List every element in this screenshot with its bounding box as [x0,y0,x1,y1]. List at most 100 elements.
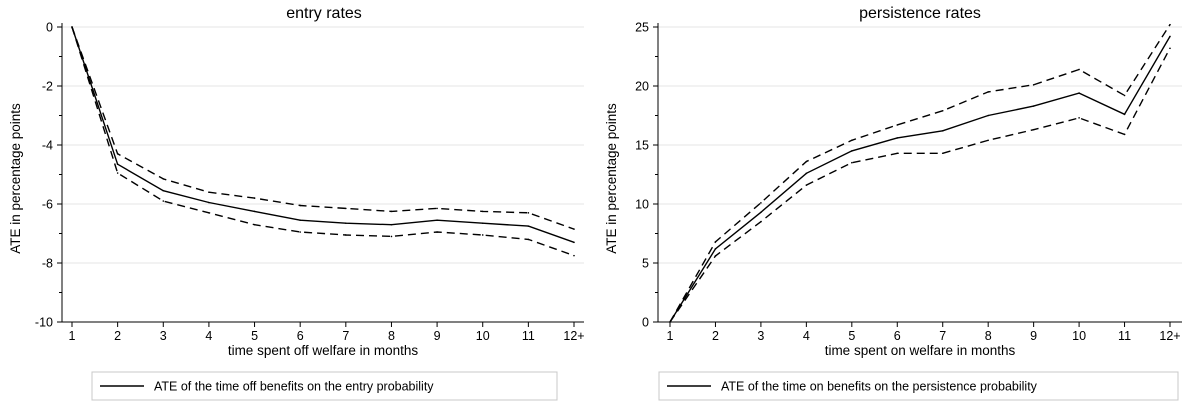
data-point-estimate [714,248,717,250]
data-point-lower-ci [1169,47,1171,50]
data-point-lower-ci [1078,117,1080,119]
data-point-lower-ci [390,235,393,238]
x-tick-label: 12+ [1159,329,1180,343]
data-point-upper-ci [253,197,256,199]
data-point-upper-ci [987,91,989,93]
data-point-lower-ci [162,200,165,202]
data-point-estimate [436,219,438,222]
y-tick-label: 20 [635,80,649,94]
data-point-lower-ci [714,255,717,257]
x-tick-label: 2 [712,329,719,343]
data-point-upper-ci [941,109,944,112]
x-tick-label: 3 [160,329,167,343]
data-point-lower-ci [805,184,808,186]
x-tick-label: 9 [1030,329,1037,343]
data-point-upper-ci [481,210,484,213]
y-tick-label: -10 [35,316,53,330]
series-line-lower-ci [669,47,1171,323]
x-tick-label: 10 [1072,329,1086,343]
data-point-lower-ci [345,234,347,236]
x-tick-label: 7 [342,329,349,343]
data-point-estimate [481,222,484,224]
chart-panel-2: persistence rates 0 5 10 15 20 25 1 2 3 4 5 6 7 8 9 10 11… [604,5,1182,401]
data-point-estimate [1032,105,1035,107]
data-point-upper-ci [527,212,530,214]
data-point-lower-ci [851,161,853,164]
data-point-lower-ci [208,212,210,214]
x-axis-title: time spent on welfare in months [825,343,1016,358]
data-point-lower-ci [299,231,301,233]
data-point-upper-ci [116,153,119,155]
data-point-upper-ci [1078,68,1080,71]
y-tick-label: 15 [635,139,649,153]
data-point-upper-ci [208,191,210,193]
x-tick-label: 10 [476,329,490,343]
data-point-estimate [896,137,899,139]
data-point-estimate [851,150,853,152]
series-line-upper-ci [71,26,575,230]
x-tick-label: 1 [667,329,674,343]
x-tick-label: 5 [251,329,258,343]
data-point-lower-ci [116,172,119,174]
data-point-upper-ci [851,139,853,142]
data-point-estimate [299,219,301,222]
data-point-lower-ci [1032,128,1035,131]
data-point-estimate [1123,113,1126,116]
y-tick-label: 0 [46,21,53,35]
legend: ATE of the time off benefits on the entr… [91,371,558,401]
x-tick-label: 8 [388,329,395,343]
data-point-upper-ci [714,240,717,243]
legend-label: ATE of the time on benefits on the persi… [721,380,1038,394]
data-point-estimate [1078,92,1080,94]
data-point-upper-ci [1169,23,1171,26]
data-point-upper-ci [299,204,301,207]
data-point-estimate [116,163,119,165]
data-point-upper-ci [436,207,438,210]
x-tick-label: 9 [434,329,441,343]
legend-box [658,371,1179,401]
chart-panel-1: entry rates 0 -2 -4 -6 -8 -10 1 2 3 4 5 6 7 8 9 10 11 12+ t… [8,5,585,401]
data-point-lower-ci [573,254,575,257]
series-line-estimate [71,26,575,243]
data-point-lower-ci [669,321,671,323]
y-tick-label: 5 [642,257,649,271]
data-point-lower-ci [253,223,256,226]
data-point-lower-ci [481,234,484,236]
y-axis-title: ATE in percentage points [604,103,619,254]
data-point-estimate [527,225,530,227]
data-point-lower-ci [896,152,899,155]
x-tick-label: 1 [69,329,76,343]
data-point-estimate [208,201,210,204]
data-point-lower-ci [71,26,73,28]
x-tick-label: 12+ [563,329,584,343]
data-point-estimate [805,172,808,175]
data-point-estimate [987,114,989,117]
data-point-estimate [162,189,165,192]
x-tick-label: 8 [985,329,992,343]
x-tick-label: 7 [939,329,946,343]
y-axis-title: ATE in percentage points [8,103,23,254]
data-point-estimate [1169,35,1171,38]
data-point-lower-ci [436,231,438,233]
x-tick-label: 3 [757,329,764,343]
data-point-estimate [760,211,762,214]
data-point-upper-ci [896,124,899,126]
legend-label: ATE of the time off benefits on the entr… [154,380,434,394]
data-point-lower-ci [987,139,989,142]
data-point-upper-ci [162,178,165,180]
y-tick-label: -6 [42,198,53,212]
data-point-estimate [941,130,944,132]
data-point-upper-ci [760,202,762,204]
x-tick-label: 6 [894,329,901,343]
x-axis-title: time spent off welfare in months [228,343,419,358]
y-tick-label: -4 [42,139,53,153]
data-point-estimate [345,222,347,224]
y-tick-label: -8 [42,257,53,271]
chart-title: entry rates [286,5,362,22]
data-point-lower-ci [760,220,762,223]
x-tick-label: 6 [297,329,304,343]
x-tick-label: 11 [522,329,535,343]
data-point-estimate [573,241,575,244]
data-point-lower-ci [1123,133,1126,136]
